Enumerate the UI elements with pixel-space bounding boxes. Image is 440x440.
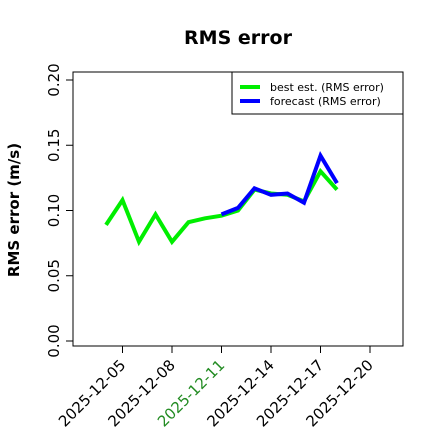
y-axis-label: RMS error (m/s) bbox=[5, 143, 23, 277]
legend-label-best-est: best est. (RMS error) bbox=[270, 81, 384, 94]
y-axis: 0.00 0.05 0.10 0.15 0.20 bbox=[45, 63, 73, 358]
series-layer bbox=[104, 151, 339, 247]
y-tick-label: 0.10 bbox=[45, 194, 63, 227]
series-line-best-est bbox=[104, 167, 339, 247]
legend-box bbox=[231, 71, 404, 115]
x-axis: 2025-12-052025-12-082025-12-112025-12-14… bbox=[55, 346, 377, 430]
y-tick-label: 0.20 bbox=[45, 63, 63, 96]
y-tick-label: 0.15 bbox=[45, 129, 63, 162]
series-line-forecast bbox=[220, 151, 339, 217]
y-tick-label: 0.00 bbox=[45, 324, 63, 357]
y-tick-label: 0.05 bbox=[45, 259, 63, 292]
legend-label-forecast: forecast (RMS error) bbox=[270, 95, 381, 108]
legend: best est. (RMS error) forecast (RMS erro… bbox=[231, 71, 404, 115]
chart-title: RMS error bbox=[184, 27, 293, 49]
